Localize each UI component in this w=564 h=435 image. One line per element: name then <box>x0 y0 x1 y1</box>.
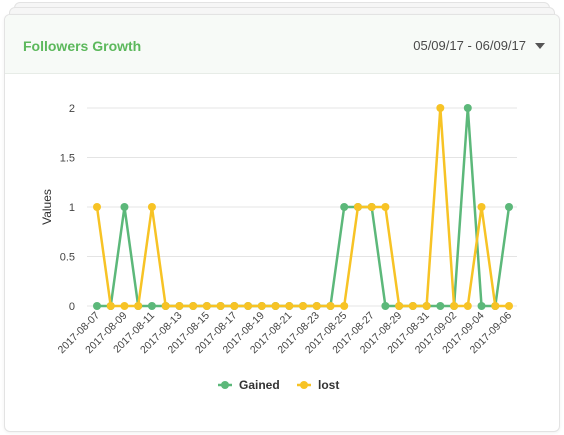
data-point-lost <box>326 302 335 310</box>
data-point-lost <box>147 203 156 211</box>
data-point-lost <box>408 302 417 310</box>
data-point-lost <box>189 302 198 310</box>
data-point-gained <box>93 302 101 310</box>
data-point-gained <box>340 203 349 211</box>
data-point-lost <box>463 302 472 310</box>
data-point-lost <box>436 104 445 112</box>
legend-marker <box>300 381 308 389</box>
data-point-lost <box>202 302 211 310</box>
y-tick-label: 0.5 <box>60 252 75 264</box>
data-point-lost <box>491 302 500 310</box>
data-point-lost <box>93 203 101 211</box>
data-point-lost <box>340 302 349 310</box>
data-point-lost <box>450 302 459 310</box>
data-point-lost <box>285 302 294 310</box>
data-point-gained <box>505 203 513 211</box>
data-point-lost <box>120 302 129 310</box>
data-point-lost <box>134 302 143 310</box>
data-point-gained <box>477 302 486 310</box>
data-point-lost <box>367 203 376 211</box>
data-point-gained <box>147 302 156 310</box>
data-point-lost <box>422 302 431 310</box>
data-point-gained <box>381 302 390 310</box>
data-point-lost <box>395 302 404 310</box>
data-point-gained <box>436 302 445 310</box>
y-tick-label: 0 <box>69 301 75 313</box>
data-point-lost <box>353 203 362 211</box>
data-point-lost <box>381 203 390 211</box>
data-point-lost <box>505 302 513 310</box>
card-title: Followers Growth <box>23 38 142 54</box>
data-point-lost <box>312 302 321 310</box>
card-header: Followers Growth 05/09/17 - 06/09/17 <box>5 15 559 74</box>
date-range-label: 05/09/17 - 06/09/17 <box>413 38 526 53</box>
y-tick-label: 1.5 <box>60 153 75 165</box>
legend-label: lost <box>318 378 339 392</box>
data-point-gained <box>463 104 472 112</box>
data-point-lost <box>230 302 239 310</box>
data-point-lost <box>106 302 115 310</box>
caret-down-icon[interactable] <box>535 42 545 49</box>
data-point-lost <box>244 302 253 310</box>
y-tick-label: 1 <box>69 202 75 214</box>
legend-label: Gained <box>239 378 280 392</box>
data-point-lost <box>477 203 486 211</box>
data-point-lost <box>257 302 266 310</box>
data-point-lost <box>175 302 184 310</box>
legend-marker <box>221 381 229 389</box>
data-point-lost <box>216 302 225 310</box>
followers-growth-card: Followers Growth 05/09/17 - 06/09/17 <box>4 14 560 432</box>
date-range-dropdown[interactable]: 05/09/17 - 06/09/17 <box>413 38 545 53</box>
data-point-gained <box>120 203 129 211</box>
data-point-lost <box>299 302 307 310</box>
data-point-lost <box>271 302 280 310</box>
data-point-lost <box>161 302 170 310</box>
y-axis-label: Values <box>40 189 54 225</box>
y-tick-label: 2 <box>69 103 75 115</box>
